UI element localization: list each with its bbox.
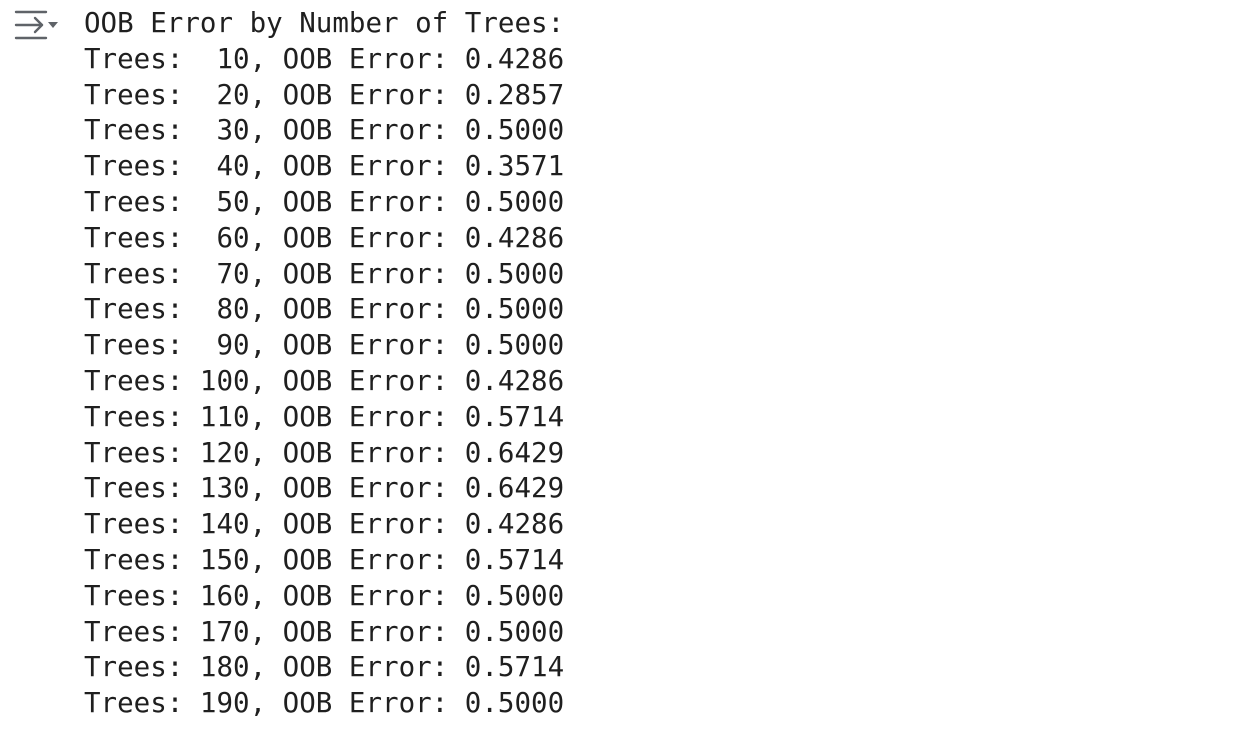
output-line: Trees: 30, OOB Error: 0.5000 [84,114,565,147]
output-line: Trees: 80, OOB Error: 0.5000 [84,293,565,326]
output-line: Trees: 190, OOB Error: 0.5000 [84,687,565,720]
output-line: Trees: 60, OOB Error: 0.4286 [84,221,565,254]
output-line: Trees: 140, OOB Error: 0.4286 [84,508,565,541]
output-line: Trees: 70, OOB Error: 0.5000 [84,257,565,290]
output-line: Trees: 20, OOB Error: 0.2857 [84,78,565,111]
output-line: Trees: 160, OOB Error: 0.5000 [84,579,565,612]
output-line: Trees: 50, OOB Error: 0.5000 [84,185,565,218]
output-collapse-icon[interactable] [12,6,62,46]
output-line: Trees: 40, OOB Error: 0.3571 [84,150,565,183]
output-line: Trees: 180, OOB Error: 0.5714 [84,651,565,684]
output-line: Trees: 130, OOB Error: 0.6429 [84,472,565,505]
output-line: Trees: 170, OOB Error: 0.5000 [84,615,565,648]
output-line: Trees: 10, OOB Error: 0.4286 [84,42,565,75]
output-line: Trees: 100, OOB Error: 0.4286 [84,364,565,397]
output-header-line: OOB Error by Number of Trees: [84,7,565,39]
output-line: Trees: 150, OOB Error: 0.5714 [84,543,565,576]
stdout-text: OOB Error by Number of Trees: Trees: 10, … [84,6,564,722]
output-line: Trees: 110, OOB Error: 0.5714 [84,400,565,433]
output-line: Trees: 120, OOB Error: 0.6429 [84,436,565,469]
output-line: Trees: 90, OOB Error: 0.5000 [84,329,565,362]
